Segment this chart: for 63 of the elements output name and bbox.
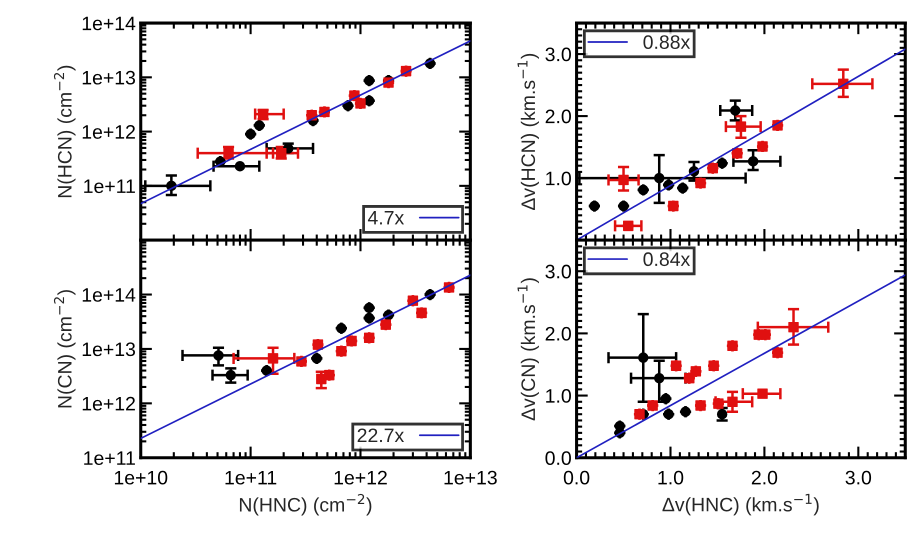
y-tick-label: 2.0 bbox=[546, 110, 571, 124]
y-tick-label: 1e+13 bbox=[82, 70, 136, 85]
point bbox=[634, 409, 645, 420]
point bbox=[647, 400, 658, 411]
point bbox=[772, 347, 783, 358]
point bbox=[663, 409, 674, 420]
point bbox=[589, 200, 600, 212]
point bbox=[618, 200, 629, 212]
y-tick-label: 1e+11 bbox=[84, 180, 135, 194]
point bbox=[654, 372, 664, 384]
point bbox=[695, 400, 706, 411]
point bbox=[727, 396, 738, 407]
point bbox=[736, 121, 746, 132]
y-axis-title: Δv(HCN) (km.s$^{−1}$) bbox=[518, 54, 539, 210]
y-tick-label: 1.0 bbox=[546, 389, 571, 403]
point bbox=[708, 360, 719, 371]
y-tick-label: 3.0 bbox=[545, 264, 571, 278]
y-tick-label: 1e+11 bbox=[84, 451, 135, 465]
point bbox=[708, 162, 718, 174]
point bbox=[730, 105, 741, 116]
x-tick-label: 1e+13 bbox=[444, 470, 497, 485]
y-axis-title: Δv(CN) (km.s$^{−1}$) bbox=[518, 278, 539, 420]
point bbox=[618, 174, 629, 186]
point bbox=[727, 340, 738, 352]
x-tick-label: 3.0 bbox=[846, 470, 872, 485]
x-tick-label: 1.0 bbox=[658, 470, 684, 485]
point bbox=[788, 322, 799, 332]
point bbox=[716, 158, 728, 168]
y-axis-title: N(CN) (cm$^{−2}$) bbox=[54, 290, 76, 408]
x-axis-title: N(HNC) (cm$^{−2}$) bbox=[240, 494, 372, 516]
point bbox=[670, 360, 682, 371]
x-tick-label: 1e+10 bbox=[114, 470, 168, 485]
point bbox=[638, 184, 648, 196]
y-tick-label: 1e+12 bbox=[82, 396, 135, 411]
x-tick-label: 1e+11 bbox=[226, 470, 276, 485]
y-tick-label: 1e+12 bbox=[82, 125, 135, 139]
point bbox=[757, 141, 768, 152]
y-tick-label: 3.0 bbox=[545, 48, 571, 62]
x-tick-label: 1e+12 bbox=[334, 470, 387, 485]
point bbox=[716, 409, 728, 420]
legend-label: 0.84x bbox=[643, 252, 690, 266]
legend-label: 0.88x bbox=[643, 35, 690, 49]
point bbox=[680, 406, 691, 417]
y-tick-label: 2.0 bbox=[546, 326, 571, 341]
y-tick-label: 1e+13 bbox=[82, 342, 136, 356]
y-tick-label: 1.0 bbox=[546, 172, 571, 186]
legend-label: 22.7x bbox=[358, 428, 404, 442]
point bbox=[695, 178, 706, 188]
x-axis-title: Δv(HNC) (km.s$^{−1}$) bbox=[662, 494, 819, 516]
point bbox=[668, 200, 679, 212]
legend-label: 4.7x bbox=[368, 211, 404, 224]
y-tick-label: 1e+14 bbox=[82, 16, 136, 30]
point bbox=[638, 352, 648, 363]
x-tick-label: 2.0 bbox=[752, 470, 778, 485]
x-tick-label: 0.0 bbox=[564, 470, 590, 485]
y-tick-label: 0.0 bbox=[545, 451, 571, 465]
point bbox=[623, 220, 634, 232]
point bbox=[757, 388, 768, 399]
point bbox=[732, 148, 742, 159]
y-tick-label: 1e+14 bbox=[82, 288, 136, 302]
point bbox=[748, 156, 758, 167]
point bbox=[654, 172, 664, 184]
y-axis-title: N(HCN) (cm$^{−2}$) bbox=[54, 66, 76, 198]
